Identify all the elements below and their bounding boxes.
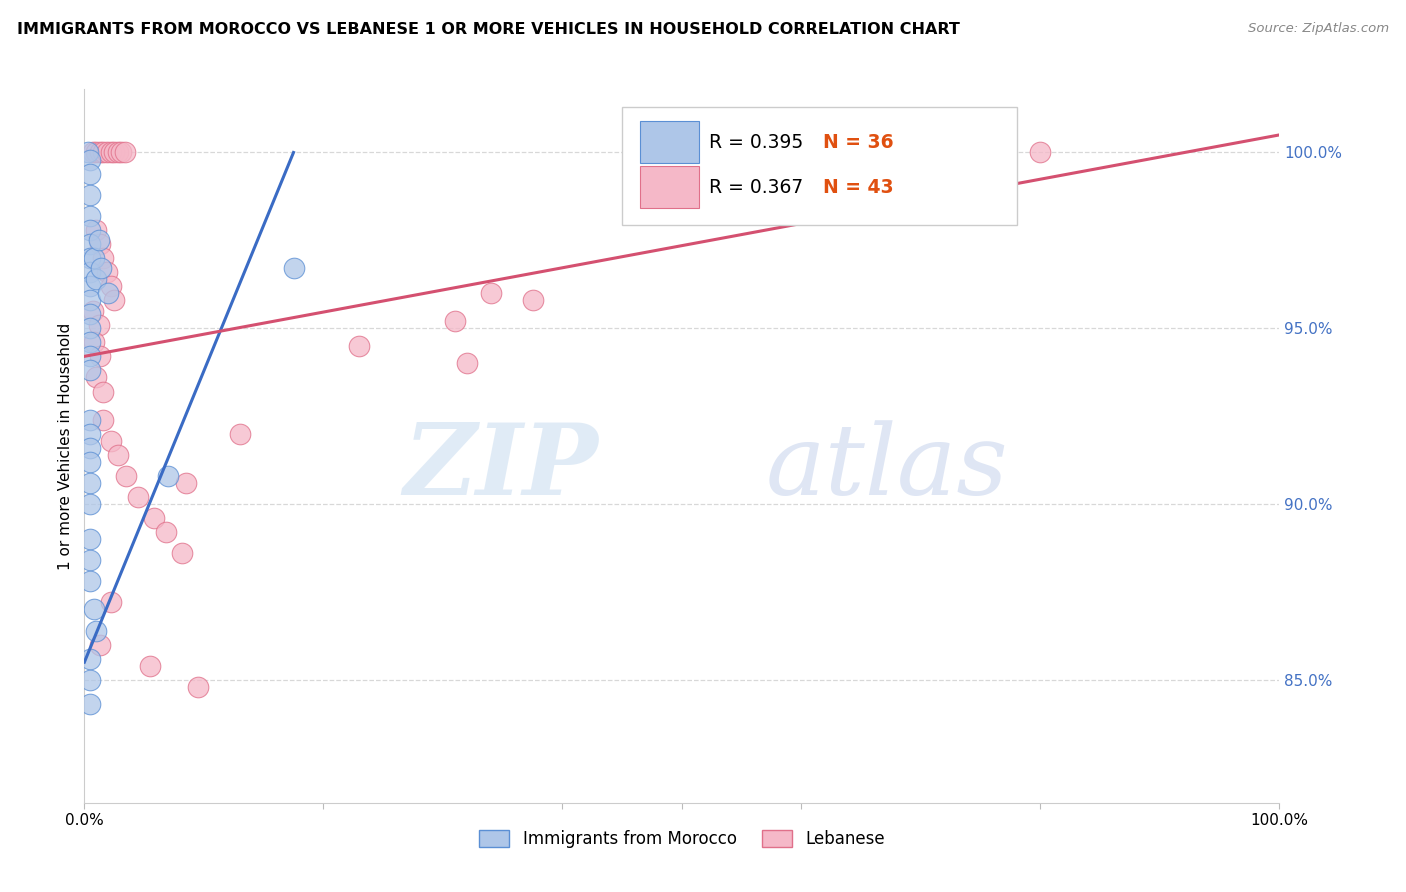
Point <box>79 497 101 511</box>
Point <box>155 525 177 540</box>
Point <box>79 167 101 181</box>
Point <box>86 370 108 384</box>
Point <box>79 321 101 335</box>
Point <box>79 698 101 712</box>
Point <box>87 233 110 247</box>
Point <box>79 455 101 469</box>
Point <box>172 546 194 560</box>
Point <box>79 412 101 426</box>
FancyBboxPatch shape <box>640 121 699 163</box>
Point <box>93 412 115 426</box>
Point <box>100 279 122 293</box>
FancyBboxPatch shape <box>623 107 1017 225</box>
Point <box>1029 145 1052 160</box>
Point <box>174 475 197 490</box>
Point <box>82 303 104 318</box>
Point <box>93 384 115 399</box>
Point <box>79 426 101 441</box>
Point <box>79 673 101 687</box>
Point <box>79 651 101 665</box>
Point <box>456 356 478 370</box>
Point <box>110 145 132 160</box>
FancyBboxPatch shape <box>640 166 699 209</box>
Point <box>79 335 101 350</box>
Point <box>100 595 122 609</box>
Point <box>157 468 180 483</box>
Point <box>97 286 120 301</box>
Point <box>79 350 101 364</box>
Point <box>79 363 101 377</box>
Point <box>79 532 101 546</box>
Text: N = 36: N = 36 <box>823 133 894 152</box>
Point <box>86 223 108 237</box>
Point <box>79 265 101 279</box>
Point <box>79 153 101 167</box>
Y-axis label: 1 or more Vehicles in Household: 1 or more Vehicles in Household <box>58 322 73 570</box>
Point <box>93 145 115 160</box>
Text: R = 0.395: R = 0.395 <box>710 133 804 152</box>
Point <box>86 624 108 638</box>
Point <box>79 293 101 307</box>
Point <box>100 434 122 448</box>
Point <box>79 187 101 202</box>
Point <box>79 553 101 567</box>
Point <box>83 251 105 265</box>
Point <box>79 223 101 237</box>
Point <box>349 339 371 353</box>
Point <box>79 441 101 455</box>
Point <box>107 145 129 160</box>
Text: ZIP: ZIP <box>404 419 599 516</box>
Point <box>79 209 101 223</box>
Point <box>522 293 544 307</box>
Text: N = 43: N = 43 <box>823 178 894 197</box>
Point <box>103 145 125 160</box>
Point <box>93 251 115 265</box>
Point <box>96 265 118 279</box>
Point <box>82 145 104 160</box>
Point <box>89 236 111 251</box>
Point <box>444 314 467 328</box>
Point <box>79 307 101 321</box>
Legend: Immigrants from Morocco, Lebanese: Immigrants from Morocco, Lebanese <box>472 823 891 855</box>
Text: atlas: atlas <box>766 420 1008 515</box>
Point <box>139 658 162 673</box>
Point <box>79 475 101 490</box>
Point <box>77 145 100 160</box>
Point <box>229 426 252 441</box>
Point <box>283 261 305 276</box>
Point <box>479 286 502 301</box>
Point <box>87 318 110 332</box>
Point <box>86 272 108 286</box>
Point <box>79 251 101 265</box>
Point <box>79 574 101 589</box>
Text: IMMIGRANTS FROM MOROCCO VS LEBANESE 1 OR MORE VEHICLES IN HOUSEHOLD CORRELATION : IMMIGRANTS FROM MOROCCO VS LEBANESE 1 OR… <box>17 22 960 37</box>
Point <box>79 236 101 251</box>
Point <box>83 335 105 350</box>
Text: R = 0.367: R = 0.367 <box>710 178 804 197</box>
Point <box>115 468 138 483</box>
Point <box>79 279 101 293</box>
Point <box>89 350 111 364</box>
Point <box>89 145 111 160</box>
Point <box>96 145 118 160</box>
Point <box>83 602 105 616</box>
Point <box>100 145 122 160</box>
Point <box>814 145 837 160</box>
Point <box>86 145 108 160</box>
Text: Source: ZipAtlas.com: Source: ZipAtlas.com <box>1249 22 1389 36</box>
Point <box>107 448 129 462</box>
Point <box>90 261 112 276</box>
Point <box>114 145 136 160</box>
Point <box>103 293 125 307</box>
Point <box>187 680 209 694</box>
Point <box>127 490 149 504</box>
Point <box>142 511 165 525</box>
Point <box>89 638 111 652</box>
